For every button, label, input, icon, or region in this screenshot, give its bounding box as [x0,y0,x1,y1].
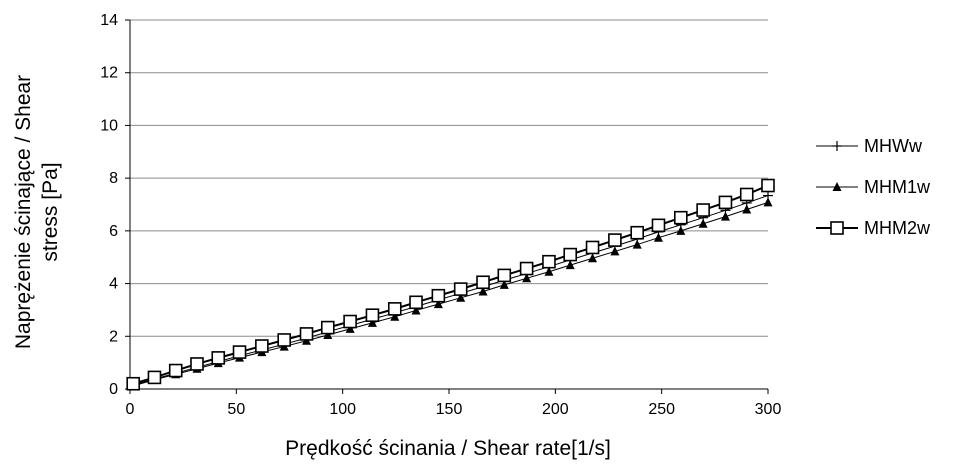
x-tick-label-300: 300 [755,401,782,418]
y-tick-label-4: 4 [109,276,118,293]
legend-label-mhm2w: MHM2w [864,218,931,238]
y-tick-label-10: 10 [100,117,118,134]
y-tick-label-8: 8 [109,170,118,187]
point-mhm1w-17 [499,279,509,289]
point-mhm1w-28 [742,204,752,214]
legend-marker-mhww [832,141,842,151]
legend-marker-mhm2w [830,221,844,235]
series-line-mhm2w [132,184,769,385]
point-mhm2w-26 [696,203,710,217]
point-mhm2w-5 [232,345,247,359]
legend-marker-mhm1w [832,182,842,191]
point-mhm2w-2 [168,363,183,378]
point-mhm2w-7 [277,333,291,347]
point-mhm1w-13 [411,305,421,315]
point-mhm1w-25 [676,225,686,235]
point-mhm2w-21 [585,240,600,255]
axes [125,19,769,394]
point-mhm1w-16 [478,286,488,296]
data-series [126,178,775,391]
point-mhm2w-23 [630,225,645,240]
point-mhm1w-22 [610,246,620,256]
x-tick-label-150: 150 [436,401,463,418]
point-mhm1w-23 [632,239,642,249]
point-mhm2w-12 [387,302,402,316]
point-mhm2w-28 [739,187,754,202]
point-mhm2w-13 [409,295,423,310]
y-axis-label: Naprężenie ścinające / Shear stress [Pa] [12,75,62,349]
point-mhm2w-14 [431,288,446,303]
point-mhm1w-19 [544,266,554,276]
legend-item-mhww: MHWw [816,136,923,156]
point-mhm2w-18 [519,261,534,276]
point-mhm2w-24 [651,218,666,233]
point-mhm1w-15 [456,292,466,302]
legend-label-mhm1w: MHM1w [864,177,931,197]
y-tick-label-14: 14 [100,12,118,29]
y-tick-label-0: 0 [109,381,118,398]
gridlines [130,19,768,337]
series-line-mhww [133,195,769,386]
point-mhm2w-9 [320,320,335,335]
legend-item-mhm1w: MHM1w [816,177,931,197]
point-mhm2w-19 [542,254,556,269]
point-mhm2w-27 [718,195,733,210]
x-axis-label: Prędkość ścinania / Shear rate[1/s] [285,437,611,460]
point-mhm2w-0 [126,376,140,391]
point-mhm2w-1 [147,370,162,385]
point-mhm1w-26 [698,218,708,228]
point-mhm1w-29 [763,197,773,207]
series-mhm2w [126,178,775,391]
x-tick-label-50: 50 [227,401,245,418]
point-mhm2w-17 [497,268,512,283]
y-tick-label-12: 12 [100,65,118,82]
y-tick-labels: 0 2 4 6 8 10 12 14 [100,12,118,398]
point-mhm2w-22 [608,233,622,247]
point-mhm2w-3 [190,357,204,371]
point-mhm1w-14 [433,299,443,309]
x-tick-label-0: 0 [126,401,135,418]
point-mhm2w-16 [476,275,490,290]
point-mhm2w-15 [453,282,468,296]
point-mhm2w-25 [674,210,688,225]
legend-item-mhm2w: MHM2w [816,218,931,238]
point-mhm2w-4 [211,351,226,365]
y-axis-label-line-1: Naprężenie ścinające / Shear [12,75,35,349]
point-mhm2w-6 [255,339,269,353]
point-mhm2w-10 [343,314,357,329]
legend: MHWw MHM1w MHM2w [816,136,931,238]
y-axis-label-line-2: stress [Pa] [39,162,62,261]
point-mhm1w-10 [345,323,355,333]
x-tick-label-100: 100 [329,401,356,418]
point-mhm2w-20 [563,247,578,262]
x-tick-label-200: 200 [542,401,569,418]
point-mhm1w-27 [720,211,730,221]
y-tick-label-6: 6 [109,223,118,240]
point-mhm1w-21 [588,253,598,263]
point-mhm1w-20 [565,260,575,270]
point-mhm1w-24 [653,232,663,242]
point-mhm2w-8 [299,327,314,341]
x-tick-labels: 0 50 100 150 200 250 300 [126,401,782,418]
x-tick-label-250: 250 [648,401,675,418]
point-mhm1w-12 [390,311,400,321]
y-tick-label-2: 2 [109,328,118,345]
point-mhm2w-11 [365,308,380,323]
point-mhm1w-9 [323,329,333,339]
point-mhm1w-18 [522,273,532,283]
point-mhm2w-29 [761,178,775,193]
legend-label-mhww: MHWw [864,136,923,156]
point-mhm1w-11 [367,317,377,327]
